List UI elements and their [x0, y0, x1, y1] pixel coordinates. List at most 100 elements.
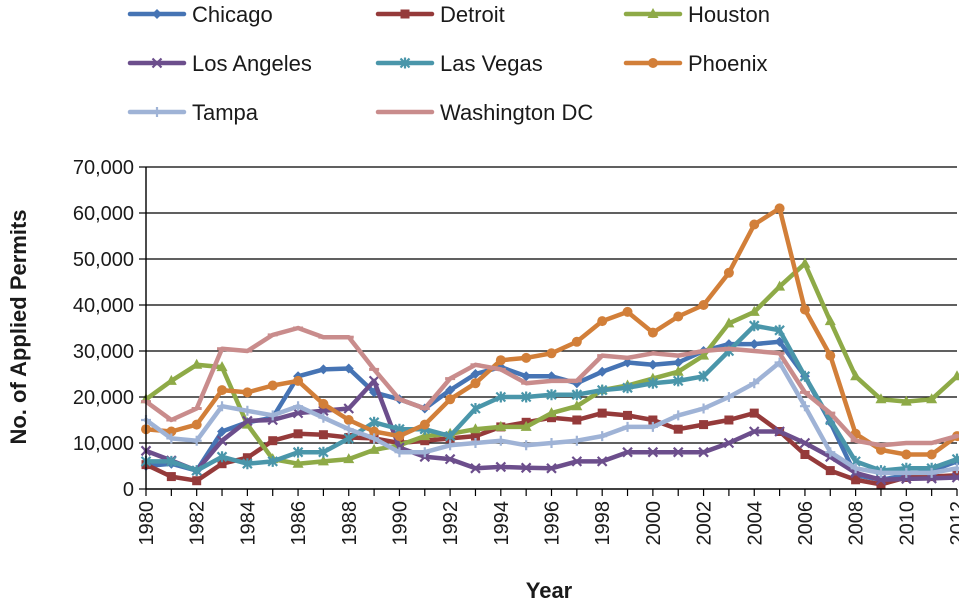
data-point-phoenix-1995 — [521, 352, 532, 363]
data-point-tampa-1989 — [369, 433, 380, 444]
data-point-chicago-1999 — [622, 357, 633, 368]
data-point-phoenix-1988 — [343, 415, 354, 425]
data-point-houston-2003 — [723, 317, 735, 328]
x-tick-label: 2004 — [744, 501, 766, 546]
data-point-tampa-2001 — [673, 410, 684, 421]
data-point-houston-2011 — [926, 393, 938, 404]
data-point-houston-1989 — [368, 443, 380, 454]
data-point-los-angeles-1998 — [596, 456, 608, 467]
x-tick-label: 2006 — [795, 501, 817, 546]
data-point-phoenix-1993 — [470, 378, 481, 389]
data-point-phoenix-1983 — [217, 385, 228, 396]
data-point-los-angeles-2005 — [774, 426, 785, 437]
data-point-los-angeles-1986 — [292, 407, 304, 419]
legend-marker-las-vegas — [399, 57, 411, 69]
legend-item-washington-dc: Washington DC — [375, 100, 593, 125]
data-point-detroit-1999 — [623, 410, 633, 420]
data-point-phoenix-1996 — [546, 348, 557, 359]
legend-marker-tampa — [152, 107, 162, 117]
data-point-phoenix-1997 — [571, 336, 582, 347]
legend: Chicago Detroit Houston Los Angeles Las Vega… — [127, 2, 770, 125]
y-tick-label: 10,000 — [73, 433, 134, 455]
data-point-detroit-2001 — [673, 424, 683, 434]
data-point-las-vegas-1982 — [191, 465, 202, 477]
data-point-chicago-1988 — [343, 363, 354, 374]
data-point-detroit-1987 — [318, 430, 328, 440]
data-point-tampa-1990 — [394, 447, 405, 458]
data-point-los-angeles-2009 — [875, 474, 887, 486]
y-tick-label: 0 — [123, 479, 134, 501]
data-point-detroit-2003 — [724, 415, 734, 425]
data-point-detroit-2000 — [648, 415, 658, 425]
data-point-tampa-1986 — [293, 401, 304, 412]
series-washington-dc — [141, 325, 959, 448]
data-point-tampa-1995 — [521, 440, 532, 451]
series-tampa — [141, 357, 959, 478]
data-point-detroit-2002 — [699, 420, 709, 430]
data-point-houston-1982 — [191, 358, 203, 369]
data-point-tampa-2006 — [799, 401, 810, 412]
data-point-houston-1993 — [469, 423, 481, 434]
series-los-angeles — [140, 375, 959, 486]
legend-label: Chicago — [192, 2, 273, 27]
data-point-detroit-1993 — [470, 431, 480, 441]
data-point-detroit-1997 — [572, 415, 582, 425]
data-point-tampa-2002 — [698, 403, 709, 414]
data-point-las-vegas-1997 — [571, 389, 583, 401]
data-point-las-vegas-2012 — [951, 453, 959, 465]
data-point-chicago-2001 — [673, 357, 684, 368]
plot-series — [140, 203, 959, 489]
data-point-los-angeles-1992 — [444, 453, 456, 465]
data-point-phoenix-1984 — [242, 387, 253, 398]
legend-marker-chicago — [152, 9, 162, 19]
gridlines — [146, 166, 957, 444]
data-point-houston-1987 — [317, 455, 329, 466]
data-point-chicago-1992 — [445, 385, 456, 396]
legend-item-detroit: Detroit — [375, 2, 505, 27]
data-point-tampa-2010 — [901, 467, 912, 478]
data-point-tampa-1992 — [445, 440, 456, 451]
data-point-houston-2007 — [824, 315, 836, 326]
data-point-las-vegas-1988 — [343, 432, 355, 444]
data-point-tampa-2004 — [749, 378, 760, 389]
data-point-phoenix-2000 — [647, 327, 658, 338]
y-tick-label: 60,000 — [73, 203, 134, 225]
y-tick-label: 50,000 — [73, 249, 134, 271]
data-point-las-vegas-1987 — [318, 446, 329, 458]
data-point-phoenix-1991 — [419, 419, 430, 430]
x-tick-labels: 1980 1982 1984 1986 1988 1990 1992 1994 1996 1998… — [136, 501, 959, 546]
data-point-tampa-1991 — [419, 447, 430, 458]
data-point-tampa-1983 — [217, 401, 228, 412]
data-point-detroit-1998 — [597, 408, 607, 418]
axes — [139, 166, 958, 496]
legend-item-los-angeles: Los Angeles — [127, 51, 312, 76]
data-point-los-angeles-1989 — [368, 375, 380, 387]
data-point-las-vegas-1989 — [368, 416, 380, 428]
y-tick-label: 70,000 — [73, 157, 134, 179]
data-point-houston-2010 — [900, 395, 912, 406]
data-point-phoenix-1990 — [394, 431, 405, 442]
data-point-los-angeles-2002 — [698, 446, 709, 458]
data-point-phoenix-2001 — [673, 311, 684, 322]
data-point-los-angeles-1988 — [343, 403, 355, 414]
data-point-detroit-2006 — [800, 450, 810, 459]
data-point-tampa-2007 — [825, 447, 836, 458]
data-point-houston-2002 — [698, 349, 710, 360]
legend-label: Tampa — [192, 100, 259, 125]
data-point-houston-2001 — [672, 365, 684, 376]
data-point-los-angeles-2006 — [799, 437, 811, 449]
data-point-phoenix-2003 — [723, 267, 734, 278]
data-point-tampa-1994 — [495, 435, 506, 446]
data-point-detroit-1984 — [242, 453, 252, 463]
legend-label: Detroit — [440, 2, 505, 27]
legend-label: Los Angeles — [192, 51, 312, 76]
x-tick-label: 1982 — [187, 501, 209, 546]
data-point-detroit-2008 — [851, 475, 861, 485]
data-point-las-vegas-1992 — [444, 430, 456, 442]
data-point-tampa-1996 — [546, 438, 557, 448]
legend-item-las-vegas: Las Vegas — [375, 51, 543, 76]
x-tick-label: 2008 — [846, 501, 868, 546]
data-point-detroit-1986 — [293, 429, 303, 439]
legend-item-houston: Houston — [623, 2, 770, 27]
data-point-chicago-2004 — [749, 339, 760, 350]
